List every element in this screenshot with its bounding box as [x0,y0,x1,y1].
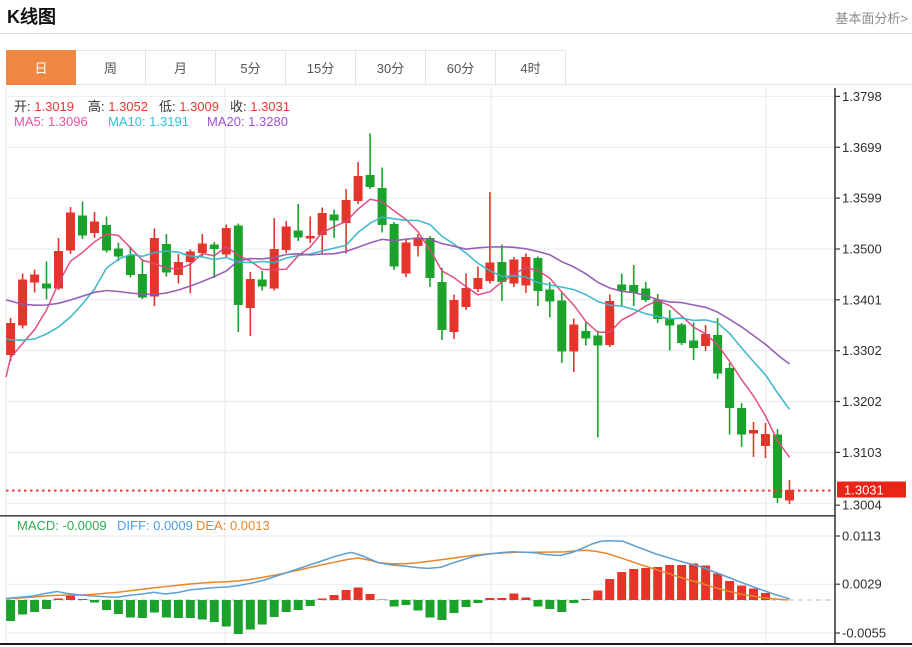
svg-text:0.0113: 0.0113 [842,529,881,544]
svg-text:-0.0055: -0.0055 [842,626,886,641]
svg-text:1.3500: 1.3500 [842,242,882,257]
svg-text:1.3599: 1.3599 [842,191,882,206]
svg-text:1.3004: 1.3004 [842,498,882,513]
svg-text:1.3699: 1.3699 [842,140,882,155]
svg-text:0.0029: 0.0029 [842,577,882,592]
svg-text:1.3103: 1.3103 [842,445,882,460]
svg-text:1.3202: 1.3202 [842,394,882,409]
svg-text:1.3401: 1.3401 [842,292,882,307]
svg-text:1.3031: 1.3031 [844,483,884,498]
svg-text:1.3798: 1.3798 [842,89,882,104]
svg-text:1.3302: 1.3302 [842,343,882,358]
